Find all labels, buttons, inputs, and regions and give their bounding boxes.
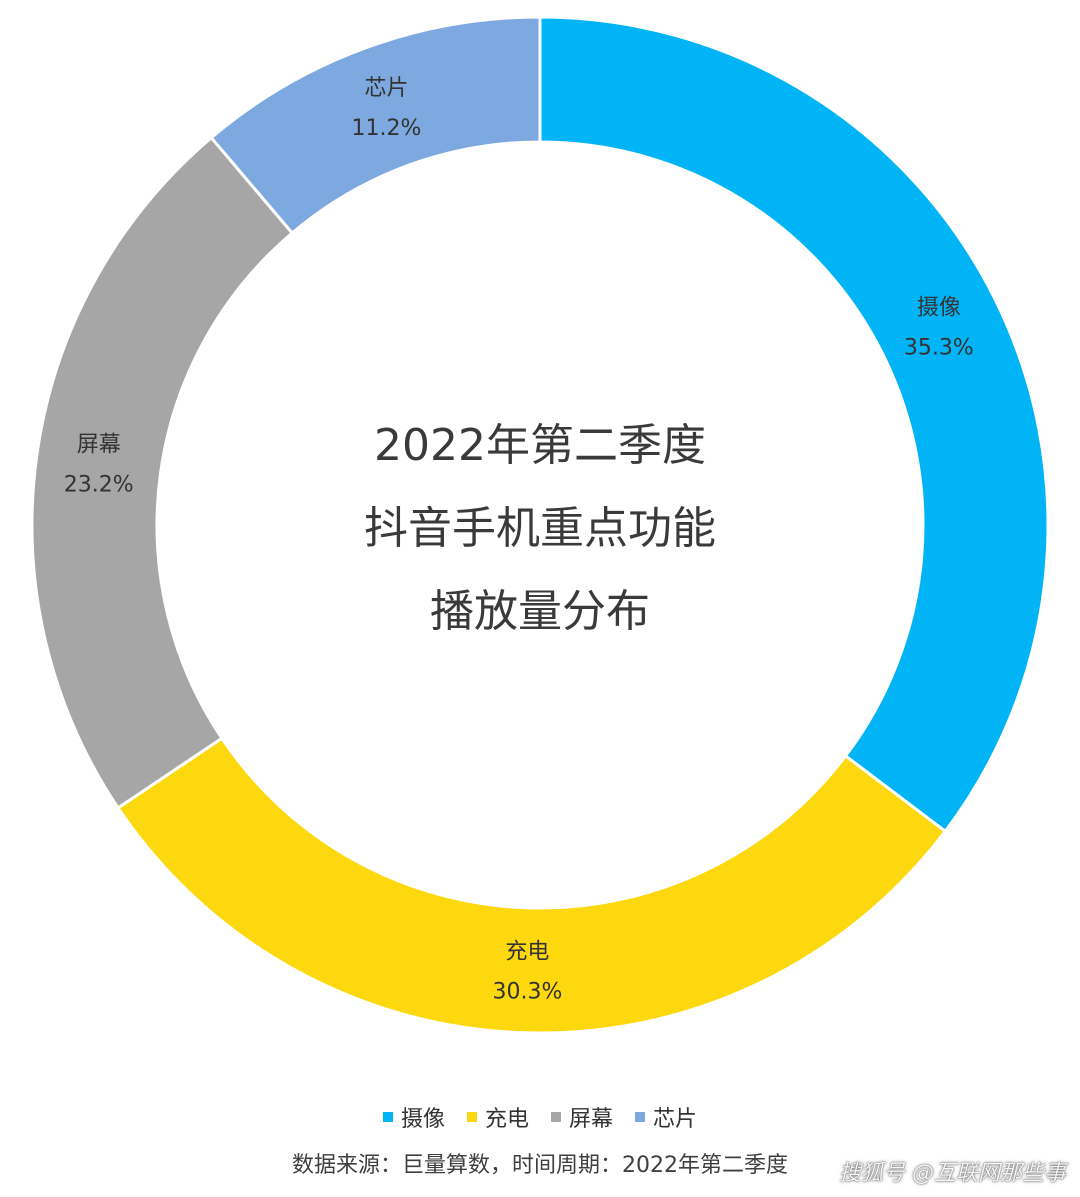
donut-chart: 摄像 35.3% 充电 30.3% 屏幕 23.2% 芯片 11.2% 2022年第二季度 抖…: [30, 15, 1050, 1035]
slice-chip[interactable]: [209, 15, 542, 236]
donut-slice-labels: 摄像 35.3% 充电 30.3% 屏幕 23.2% 芯片 11.2%: [64, 76, 974, 1005]
legend-swatch: [551, 1112, 561, 1122]
center-title-line-2: 抖音手机重点功能: [364, 503, 716, 554]
legend-swatch: [635, 1112, 646, 1122]
slice-value-label-chip: 11.2%: [352, 116, 422, 141]
legend-item-charging[interactable]: 充电: [466, 1101, 529, 1133]
center-title-line-3: 播放量分布: [430, 586, 650, 637]
slice-category-label-camera: 摄像: [917, 295, 961, 320]
donut-slices: [30, 15, 1050, 1035]
slice-category-label-chip: 芯片: [364, 76, 408, 101]
center-title: 2022年第二季度 抖音手机重点功能 播放量分布: [364, 420, 716, 637]
legend-swatch: [466, 1112, 477, 1122]
chart-legend: 摄像 充电 屏幕 芯片: [0, 1100, 1080, 1134]
data-source-note: 数据来源：巨量算数，时间周期：2022年第二季度: [292, 1153, 788, 1178]
legend-label: 充电: [484, 1107, 529, 1132]
legend-label: 芯片: [653, 1107, 698, 1132]
slice-charging[interactable]: [115, 736, 948, 1035]
slice-screen[interactable]: [30, 135, 295, 810]
watermark: 搜狐号 @互联网那些事: [839, 1161, 1066, 1186]
legend-item-chip[interactable]: 芯片: [635, 1101, 697, 1133]
slice-camera[interactable]: [538, 15, 1050, 834]
slice-category-label-charging: 充电: [505, 939, 549, 964]
slice-value-label-charging: 30.3%: [492, 979, 562, 1004]
slice-category-label-screen: 屏幕: [77, 433, 121, 458]
legend-swatch: [382, 1112, 393, 1122]
center-title-line-1: 2022年第二季度: [374, 420, 706, 471]
legend-label: 屏幕: [569, 1107, 614, 1132]
legend-item-camera[interactable]: 摄像: [382, 1101, 445, 1133]
legend-item-screen[interactable]: 屏幕: [551, 1101, 613, 1133]
slice-value-label-screen: 23.2%: [64, 473, 134, 498]
slice-value-label-camera: 35.3%: [904, 335, 974, 360]
legend-label: 摄像: [400, 1107, 445, 1132]
